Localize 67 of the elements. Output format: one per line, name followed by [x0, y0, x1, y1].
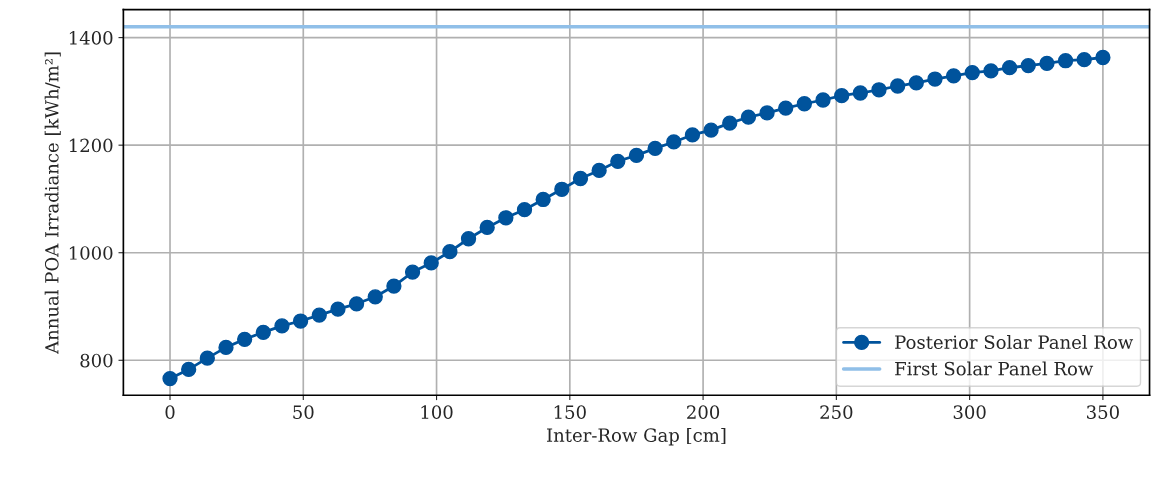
point	[722, 115, 738, 131]
y-tick-label: 800	[80, 353, 113, 368]
point	[404, 264, 421, 280]
x-tick-label: 350	[1087, 405, 1119, 419]
point	[703, 122, 719, 138]
point	[815, 92, 831, 108]
point	[1095, 49, 1111, 66]
point	[218, 339, 234, 356]
point	[759, 105, 775, 121]
point	[983, 63, 999, 79]
legend-label: Posterior Solar Panel Row	[895, 335, 1134, 349]
point	[442, 244, 458, 260]
y-tick-label: 1200	[69, 138, 113, 153]
x-tick-label: 100	[421, 405, 453, 419]
point	[945, 68, 962, 84]
point	[572, 170, 589, 187]
point	[311, 307, 327, 323]
point	[740, 109, 757, 125]
x-tick-label: 300	[953, 405, 986, 419]
point	[274, 318, 290, 334]
point	[535, 191, 551, 208]
point	[890, 78, 906, 94]
point	[908, 75, 924, 91]
point	[778, 100, 794, 116]
x-tick-label: 0	[165, 405, 175, 419]
x-tick-label: 250	[820, 405, 853, 419]
point	[1076, 52, 1092, 68]
point	[498, 210, 514, 226]
point	[162, 370, 178, 387]
point	[386, 278, 402, 294]
point	[554, 181, 570, 197]
point	[181, 361, 197, 378]
point	[796, 96, 813, 112]
point	[348, 296, 365, 312]
x-tick-label: 50	[293, 405, 314, 419]
y-tick-label: 1000	[69, 246, 113, 260]
point	[1057, 53, 1074, 69]
point	[479, 219, 495, 236]
point	[647, 140, 663, 157]
point	[871, 82, 887, 98]
point	[1020, 57, 1036, 74]
point	[591, 162, 607, 179]
point	[199, 350, 215, 366]
x-tick-label: 200	[687, 405, 720, 419]
point	[964, 64, 980, 81]
point	[684, 127, 701, 143]
point	[292, 313, 309, 329]
point	[1001, 60, 1018, 76]
legend-label: First Solar Panel Row	[895, 361, 1094, 376]
point	[423, 255, 439, 271]
point	[237, 331, 253, 347]
point	[834, 88, 850, 104]
point	[610, 153, 626, 169]
y-tick-label: 1400	[69, 31, 113, 45]
point	[255, 324, 271, 340]
x-tick-label: 150	[554, 405, 586, 419]
y-axis-title: Annual POA Irradiance [kWh/m²]	[44, 52, 61, 355]
point	[330, 301, 346, 317]
point	[852, 85, 868, 101]
point	[666, 134, 682, 150]
point	[1039, 55, 1055, 72]
point	[516, 202, 533, 218]
point	[628, 147, 645, 164]
point	[927, 71, 943, 87]
point	[367, 289, 383, 305]
x-axis-title: Inter-Row Gap [cm]	[547, 427, 726, 446]
point	[460, 231, 477, 247]
